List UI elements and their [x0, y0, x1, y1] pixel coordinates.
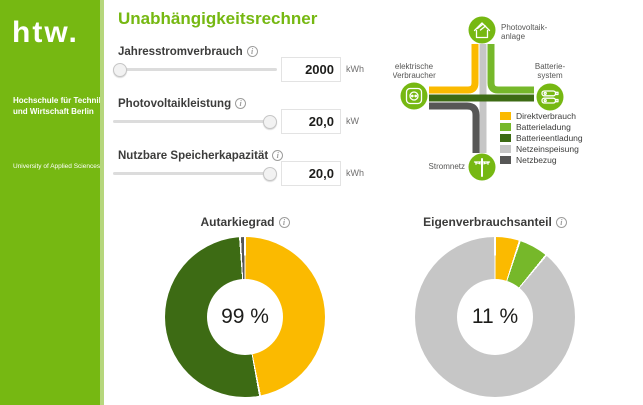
brand-sidebar: htw. Hochschule für Technik und Wirtscha…: [0, 0, 104, 405]
flow-direktverbrauch: [429, 44, 479, 94]
slider-group-speicherkapazitaet: Nutzbare Speicherkapazität kWh: [113, 146, 378, 186]
slider-label-speicherkapazitaet: Nutzbare Speicherkapazität: [118, 150, 269, 162]
battery-icon: [541, 90, 559, 104]
slider-group-photovoltaikleistung: Photovoltaikleistung kW: [113, 94, 378, 134]
eigenverbrauchsanteil-value: 11 %: [471, 305, 519, 328]
flow-netzbezug: [429, 102, 480, 153]
grid-label: Stromnetz: [429, 162, 465, 171]
unit-label: kWh: [346, 64, 364, 74]
brand-name-line1: Hochschule für Technik: [13, 96, 104, 105]
consumer-node: [400, 82, 428, 110]
legend-item-batterieentladung: Batterieentladung: [500, 132, 583, 143]
slider-handle-speicherkapazitaet[interactable]: [263, 166, 278, 181]
slider-handle-jahresstromverbrauch[interactable]: [112, 62, 127, 77]
power-socket-icon: [405, 87, 423, 105]
info-icon[interactable]: [246, 46, 258, 57]
autarkiegrad-donut: 99 %: [165, 237, 325, 397]
legend-swatch-batterieladung: [500, 122, 511, 131]
slider-track-jahresstromverbrauch[interactable]: [112, 62, 277, 77]
power-pylon-icon: [473, 158, 491, 177]
eigenverbrauchsanteil-donut: 11 %: [415, 237, 575, 397]
flow-batterieladung: [487, 44, 534, 94]
solar-house-icon: [473, 22, 491, 39]
flow-legend: Direktverbrauch Batterieladung Batteriee…: [500, 110, 583, 166]
unit-label: kW: [346, 116, 359, 126]
value-input-photovoltaikleistung[interactable]: [281, 109, 341, 134]
autarkiegrad-chart: Autarkiegrad 99 %: [165, 215, 325, 397]
energy-flow-diagram: Photovoltaik- anlage elektrische Verbrau…: [393, 3, 643, 203]
slider-label-jahresstromverbrauch: Jahresstromverbrauch: [118, 46, 243, 58]
consumer-label-line2: Verbraucher: [393, 71, 436, 80]
info-icon[interactable]: [278, 217, 290, 228]
slider-label-photovoltaikleistung: Photovoltaikleistung: [118, 98, 232, 110]
eigenverbrauchsanteil-chart: Eigenverbrauchsanteil 11 %: [415, 215, 575, 397]
autarkiegrad-value: 99 %: [221, 305, 269, 328]
legend-item-netzeinspeisung: Netzeinspeisung: [500, 144, 583, 155]
legend-item-direktverbrauch: Direktverbrauch: [500, 110, 583, 121]
pv-node: [468, 16, 496, 44]
battery-label-line2: system: [537, 71, 563, 80]
slider-track-photovoltaikleistung[interactable]: [113, 114, 278, 129]
legend-swatch-netzbezug: [500, 156, 511, 165]
eigenverbrauchsanteil-title: Eigenverbrauchsanteil: [415, 215, 575, 229]
brand-subtitle: University of Applied Sciences: [13, 163, 101, 170]
donut-hole: [456, 278, 534, 356]
page-title: Unabhängigkeitsrechner: [118, 9, 318, 28]
value-input-speicherkapazitaet[interactable]: [281, 161, 341, 186]
info-icon[interactable]: [555, 217, 567, 228]
legend-item-batterieladung: Batterieladung: [500, 121, 583, 132]
autarkiegrad-title: Autarkiegrad: [165, 215, 325, 229]
info-icon[interactable]: [272, 150, 284, 161]
brand-name-line2: und Wirtschaft Berlin: [13, 107, 94, 116]
battery-node: [536, 83, 564, 111]
legend-swatch-direktverbrauch: [500, 111, 511, 120]
slider-handle-photovoltaikleistung[interactable]: [263, 114, 278, 129]
unit-label: kWh: [346, 168, 364, 178]
slider-group-jahresstromverbrauch: Jahresstromverbrauch kWh: [112, 42, 378, 82]
value-input-jahresstromverbrauch[interactable]: [281, 57, 341, 82]
consumer-label-line1: elektrische: [395, 62, 434, 71]
legend-item-netzbezug: Netzbezug: [500, 155, 583, 166]
battery-label-line1: Batterie-: [535, 62, 566, 71]
pv-label-line2: anlage: [501, 32, 526, 41]
info-icon[interactable]: [235, 98, 247, 109]
pv-label-line1: Photovoltaik-: [501, 23, 548, 32]
donut-hole: [206, 278, 284, 356]
slider-track-speicherkapazitaet[interactable]: [113, 166, 278, 181]
legend-swatch-batterieentladung: [500, 133, 511, 142]
legend-swatch-netzeinspeisung: [500, 145, 511, 154]
htw-logo: htw.: [12, 16, 79, 49]
